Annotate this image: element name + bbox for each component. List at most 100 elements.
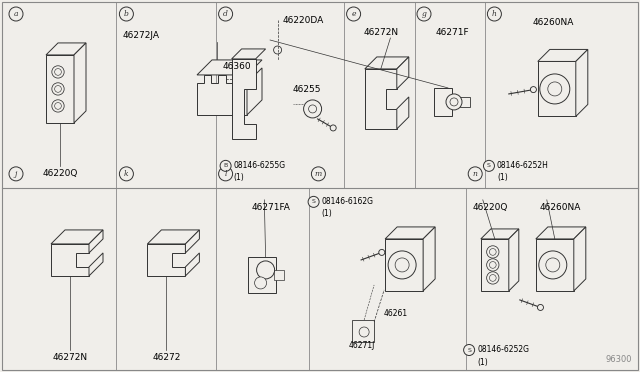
Polygon shape xyxy=(186,253,200,276)
Polygon shape xyxy=(536,239,574,291)
Circle shape xyxy=(257,261,275,279)
Circle shape xyxy=(54,68,61,75)
Text: (1): (1) xyxy=(322,209,332,218)
Polygon shape xyxy=(536,227,586,239)
Circle shape xyxy=(120,167,133,181)
Circle shape xyxy=(220,160,231,171)
Polygon shape xyxy=(46,55,74,123)
Text: 46272: 46272 xyxy=(152,353,180,362)
Circle shape xyxy=(538,304,543,311)
Text: 08146-6162G: 08146-6162G xyxy=(322,198,374,206)
Text: (1): (1) xyxy=(477,357,488,366)
Bar xyxy=(352,320,374,342)
Polygon shape xyxy=(423,227,435,291)
Text: 46220DA: 46220DA xyxy=(283,16,324,25)
Text: S: S xyxy=(487,163,491,169)
Circle shape xyxy=(490,262,496,268)
Text: g: g xyxy=(422,10,426,18)
Circle shape xyxy=(303,100,322,118)
Text: 46220Q: 46220Q xyxy=(42,169,77,178)
Text: d: d xyxy=(223,10,228,18)
Circle shape xyxy=(468,167,482,181)
Text: 46271F: 46271F xyxy=(435,28,469,36)
Circle shape xyxy=(546,258,560,272)
Circle shape xyxy=(450,98,458,106)
Polygon shape xyxy=(538,49,588,61)
Polygon shape xyxy=(46,43,86,55)
Circle shape xyxy=(54,86,61,92)
Text: 46220Q: 46220Q xyxy=(473,203,508,212)
Circle shape xyxy=(531,87,536,93)
Polygon shape xyxy=(365,57,409,69)
Text: 46360: 46360 xyxy=(223,62,252,71)
Bar xyxy=(248,257,276,293)
Text: 46260NA: 46260NA xyxy=(540,203,581,212)
Text: S: S xyxy=(467,347,471,353)
Polygon shape xyxy=(365,69,397,129)
Circle shape xyxy=(446,94,462,110)
Polygon shape xyxy=(385,227,435,239)
Polygon shape xyxy=(232,59,255,139)
Text: 08146-6252H: 08146-6252H xyxy=(497,161,549,170)
Circle shape xyxy=(9,167,23,181)
Text: k: k xyxy=(124,170,129,178)
Text: 46272JA: 46272JA xyxy=(122,31,159,39)
Circle shape xyxy=(540,74,570,104)
Text: 46261: 46261 xyxy=(384,310,408,318)
Polygon shape xyxy=(397,97,409,129)
Bar xyxy=(274,270,284,280)
Circle shape xyxy=(308,105,317,113)
Text: 46260NA: 46260NA xyxy=(533,17,574,26)
Circle shape xyxy=(330,125,336,131)
Text: n: n xyxy=(473,170,477,178)
Text: 46272N: 46272N xyxy=(364,28,399,36)
Text: B: B xyxy=(223,163,228,169)
Circle shape xyxy=(54,103,61,109)
Bar xyxy=(434,88,452,116)
Polygon shape xyxy=(89,230,103,253)
Text: 08146-6255G: 08146-6255G xyxy=(234,161,285,170)
Text: e: e xyxy=(351,10,356,18)
Text: (1): (1) xyxy=(497,173,508,182)
Circle shape xyxy=(463,344,475,356)
Text: m: m xyxy=(315,170,322,178)
Circle shape xyxy=(417,7,431,21)
Circle shape xyxy=(486,259,499,271)
Circle shape xyxy=(486,246,499,258)
Polygon shape xyxy=(385,239,423,291)
Text: j: j xyxy=(15,170,17,178)
Text: (1): (1) xyxy=(234,173,244,182)
Polygon shape xyxy=(232,49,266,59)
Polygon shape xyxy=(574,227,586,291)
Polygon shape xyxy=(197,60,262,75)
Circle shape xyxy=(219,167,232,181)
Polygon shape xyxy=(51,244,89,276)
Circle shape xyxy=(359,327,369,337)
Polygon shape xyxy=(147,230,200,244)
Polygon shape xyxy=(247,68,262,115)
Text: a: a xyxy=(13,10,19,18)
Polygon shape xyxy=(397,57,409,89)
Polygon shape xyxy=(51,230,103,244)
Circle shape xyxy=(379,249,385,256)
Circle shape xyxy=(52,83,64,95)
Circle shape xyxy=(388,251,416,279)
Circle shape xyxy=(52,66,64,78)
Polygon shape xyxy=(74,43,86,123)
Circle shape xyxy=(483,160,495,171)
Polygon shape xyxy=(538,61,576,116)
Circle shape xyxy=(308,196,319,207)
Bar xyxy=(460,97,470,107)
Text: 96300: 96300 xyxy=(605,355,632,364)
Polygon shape xyxy=(481,229,519,239)
Polygon shape xyxy=(481,239,509,291)
Text: h: h xyxy=(492,10,497,18)
Polygon shape xyxy=(89,253,103,276)
Circle shape xyxy=(219,7,232,21)
Polygon shape xyxy=(509,229,519,291)
Text: 46272N: 46272N xyxy=(52,353,88,362)
Circle shape xyxy=(539,251,567,279)
Polygon shape xyxy=(576,49,588,116)
Circle shape xyxy=(255,277,267,289)
Circle shape xyxy=(9,7,23,21)
